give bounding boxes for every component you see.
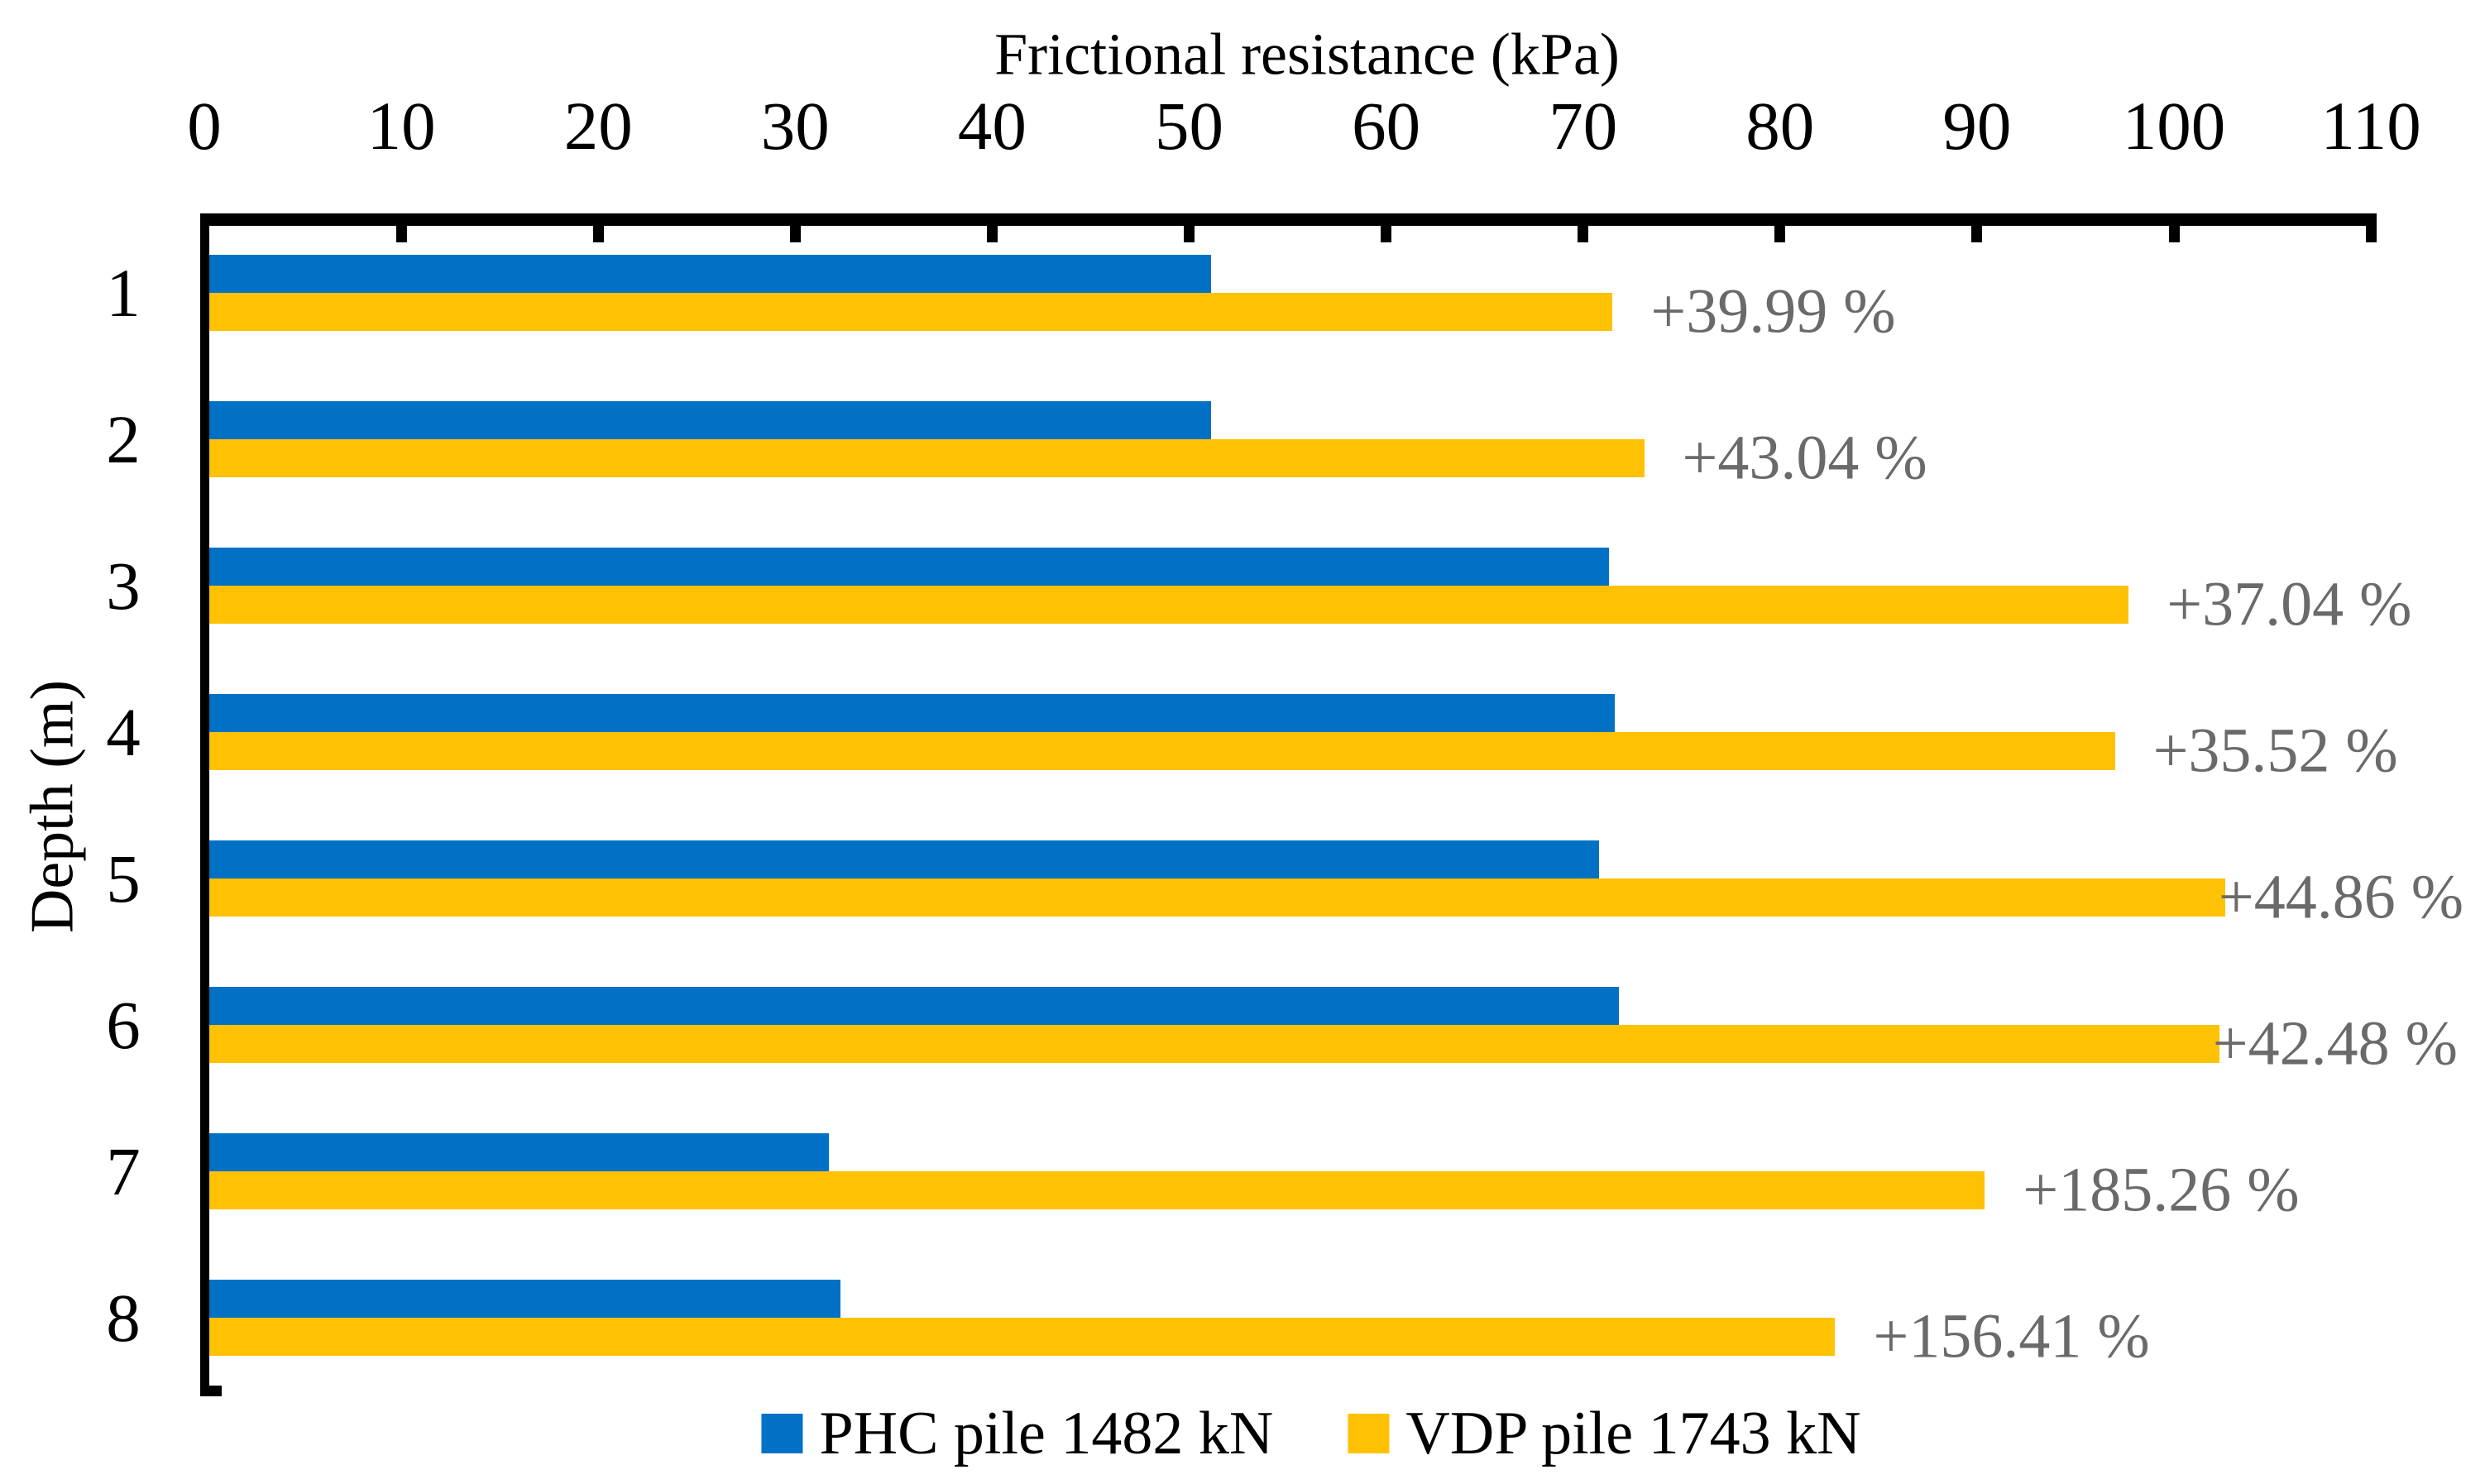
annotation-label: +43.04 % xyxy=(1682,423,1927,493)
legend-swatch-icon xyxy=(761,1414,803,1453)
x-tick xyxy=(395,226,407,242)
bar-phc xyxy=(209,547,1609,586)
bar-vdp xyxy=(209,1317,1836,1356)
bar-vdp xyxy=(209,1024,2219,1063)
depth-tick-label: 8 xyxy=(106,1279,141,1356)
bar-vdp xyxy=(209,585,2129,624)
x-tick-label: 30 xyxy=(760,88,830,164)
x-tick xyxy=(1578,226,1589,242)
depth-tick-label: 6 xyxy=(106,986,141,1063)
bar-phc xyxy=(209,1132,829,1171)
x-tick-label: 60 xyxy=(1352,88,1421,164)
bar-vdp xyxy=(209,731,2115,770)
x-tick xyxy=(592,226,604,242)
x-tick-label: 100 xyxy=(2122,88,2226,164)
bar-phc xyxy=(209,840,1599,878)
bar-vdp xyxy=(209,1170,1985,1209)
x-tick xyxy=(1774,226,1786,242)
annotation-label: +35.52 % xyxy=(2152,716,2398,786)
chart-title: Frictional resistance (kPa) xyxy=(994,21,1620,88)
x-tick-label: 80 xyxy=(1745,88,1815,164)
x-tick-label: 90 xyxy=(1942,88,2012,164)
x-tick-label: 50 xyxy=(1155,88,1223,164)
bar-vdp xyxy=(209,438,1645,477)
depth-tick-label: 3 xyxy=(106,547,141,624)
annotation-label: +42.48 % xyxy=(2212,1008,2458,1079)
depth-tick-label: 7 xyxy=(106,1132,141,1209)
x-tick xyxy=(789,226,801,242)
x-tick-label: 40 xyxy=(957,88,1027,164)
x-tick xyxy=(1971,226,1983,242)
x-tick-label: 0 xyxy=(187,88,222,164)
x-tick-label: 110 xyxy=(2320,88,2421,164)
annotation-label: +156.41 % xyxy=(1873,1301,2150,1372)
x-tick-label: 70 xyxy=(1549,88,1618,164)
annotation-label: +44.86 % xyxy=(2218,862,2464,932)
bar-vdp xyxy=(209,878,2225,917)
y-axis-end-tick xyxy=(209,1386,222,1396)
x-tick-label: 10 xyxy=(366,88,436,164)
legend-item: PHC pile 1482 kN xyxy=(761,1403,1273,1464)
bar-phc xyxy=(209,986,1619,1025)
annotation-label: +39.99 % xyxy=(1650,276,1896,346)
x-tick xyxy=(1184,226,1195,242)
depth-tick-label: 5 xyxy=(106,840,141,917)
x-axis-line xyxy=(200,213,2377,226)
legend-item: VDP pile 1743 kN xyxy=(1348,1400,1861,1467)
bar-phc xyxy=(209,1279,841,1318)
legend-label: PHC pile 1482 kN xyxy=(819,1400,1274,1467)
depth-tick-label: 4 xyxy=(106,693,141,770)
annotation-label: +37.04 % xyxy=(2167,569,2412,639)
bar-phc xyxy=(209,254,1211,293)
x-tick xyxy=(986,226,998,242)
x-tick xyxy=(2168,226,2180,242)
legend-label: VDP pile 1743 kN xyxy=(1405,1400,1861,1467)
depth-tick-label: 1 xyxy=(106,254,141,331)
annotation-label: +185.26 % xyxy=(2023,1155,2300,1225)
legend-swatch-icon xyxy=(1348,1414,1390,1453)
x-tick xyxy=(2365,226,2377,242)
bar-vdp xyxy=(209,292,1613,331)
bar-phc xyxy=(209,693,1615,732)
bar-phc xyxy=(209,400,1211,439)
legend: PHC pile 1482 kN VDP pile 1743 kN xyxy=(761,1400,1861,1467)
x-tick-label: 20 xyxy=(563,88,633,164)
y-axis-line xyxy=(200,213,209,1396)
depth-tick-label: 2 xyxy=(106,400,141,477)
x-tick xyxy=(1381,226,1392,242)
